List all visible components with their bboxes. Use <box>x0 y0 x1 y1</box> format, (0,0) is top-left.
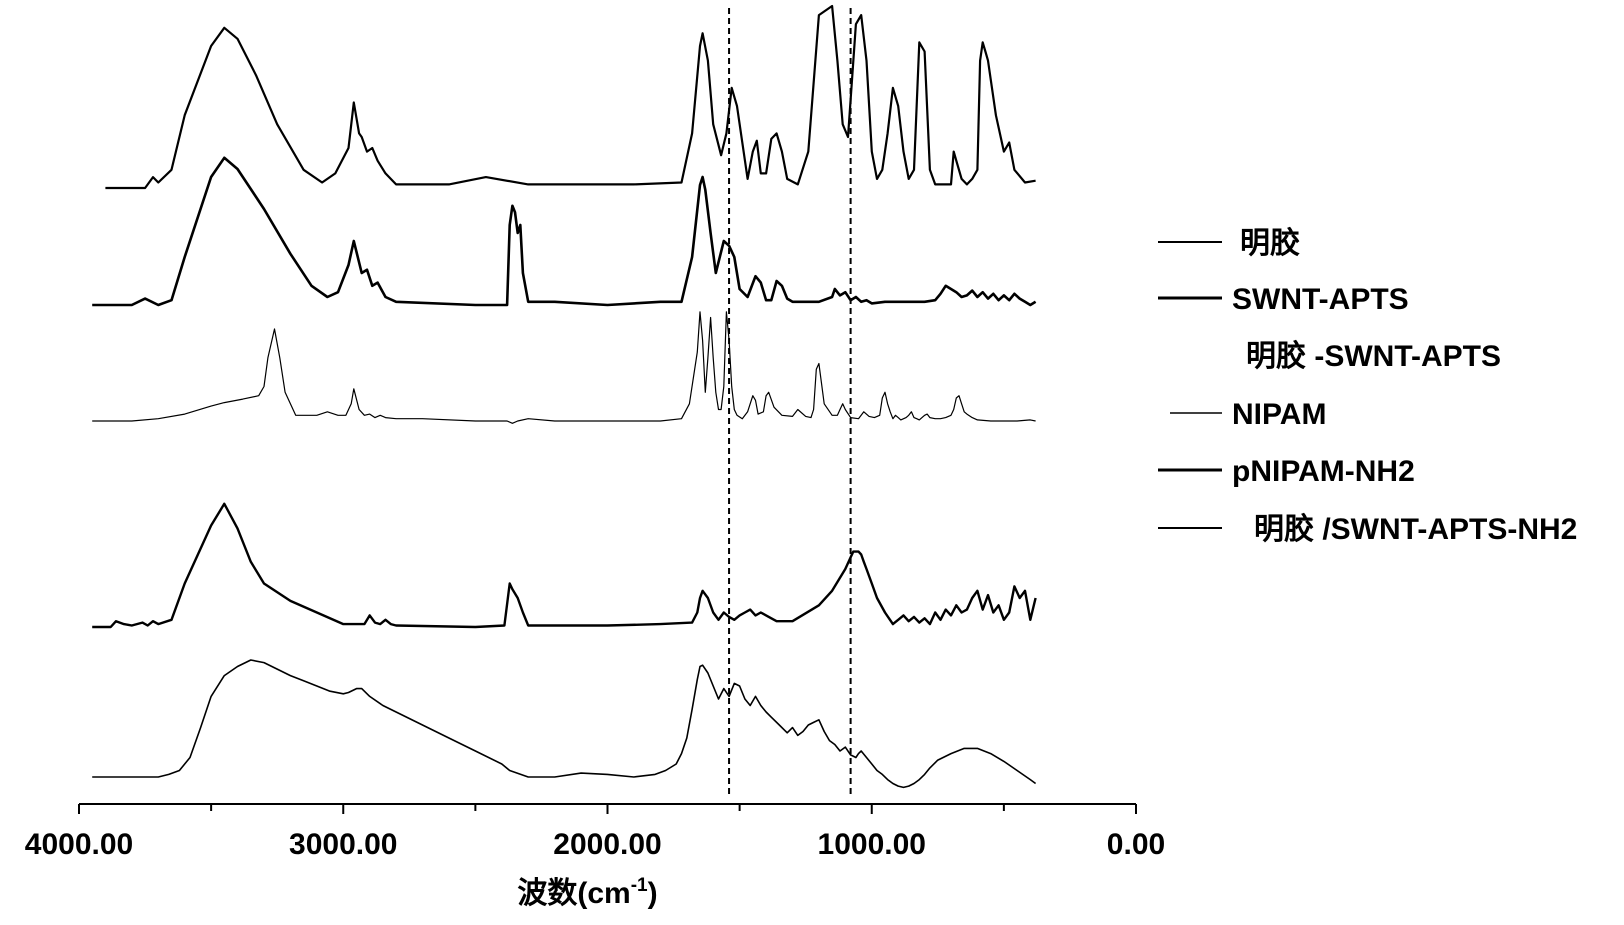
reference-lines <box>728 8 852 795</box>
x-tick-label: 1000.00 <box>818 828 926 861</box>
spectrum-line-1 <box>105 4 1036 190</box>
x-tick-label: 0.00 <box>1107 828 1165 861</box>
legend-label-5: pNIPAM-NH2 <box>1232 455 1415 488</box>
x-axis-ticks <box>78 804 1137 814</box>
x-axis: 4000.00 3000.00 2000.00 1000.00 0.00 波数(cm-1… <box>25 803 1165 910</box>
spectrum-line-4 <box>92 502 1037 629</box>
legend-label-6: 明胶 /SWNT-APTS-NH2 <box>1254 512 1577 546</box>
x-axis-title: 波数(cm-1) <box>517 875 657 910</box>
spectrum-line-3 <box>92 311 1036 424</box>
spectrum-line-2 <box>92 156 1037 307</box>
legend: 明胶 SWNT-APTS 明胶 -SWNT-APTS NIPAM pNIPAM-NH2 明… <box>1158 226 1577 546</box>
legend-label-4: NIPAM <box>1232 398 1326 431</box>
legend-label-1: 明胶 <box>1240 226 1300 260</box>
x-tick-label: 4000.00 <box>25 828 133 861</box>
spectra-series <box>92 4 1037 789</box>
spectrum-line-5 <box>92 659 1037 789</box>
x-tick-label: 3000.00 <box>289 828 397 861</box>
x-axis-title-main: 波数(cm <box>517 877 630 910</box>
x-axis-title-superscript: -1 <box>631 875 648 896</box>
legend-label-2: SWNT-APTS <box>1232 283 1409 316</box>
legend-label-3: 明胶 -SWNT-APTS <box>1246 339 1501 373</box>
x-axis-title-close: ) <box>648 877 658 910</box>
x-tick-label: 2000.00 <box>553 828 661 861</box>
x-axis-tick-labels: 4000.00 3000.00 2000.00 1000.00 0.00 <box>25 828 1165 861</box>
